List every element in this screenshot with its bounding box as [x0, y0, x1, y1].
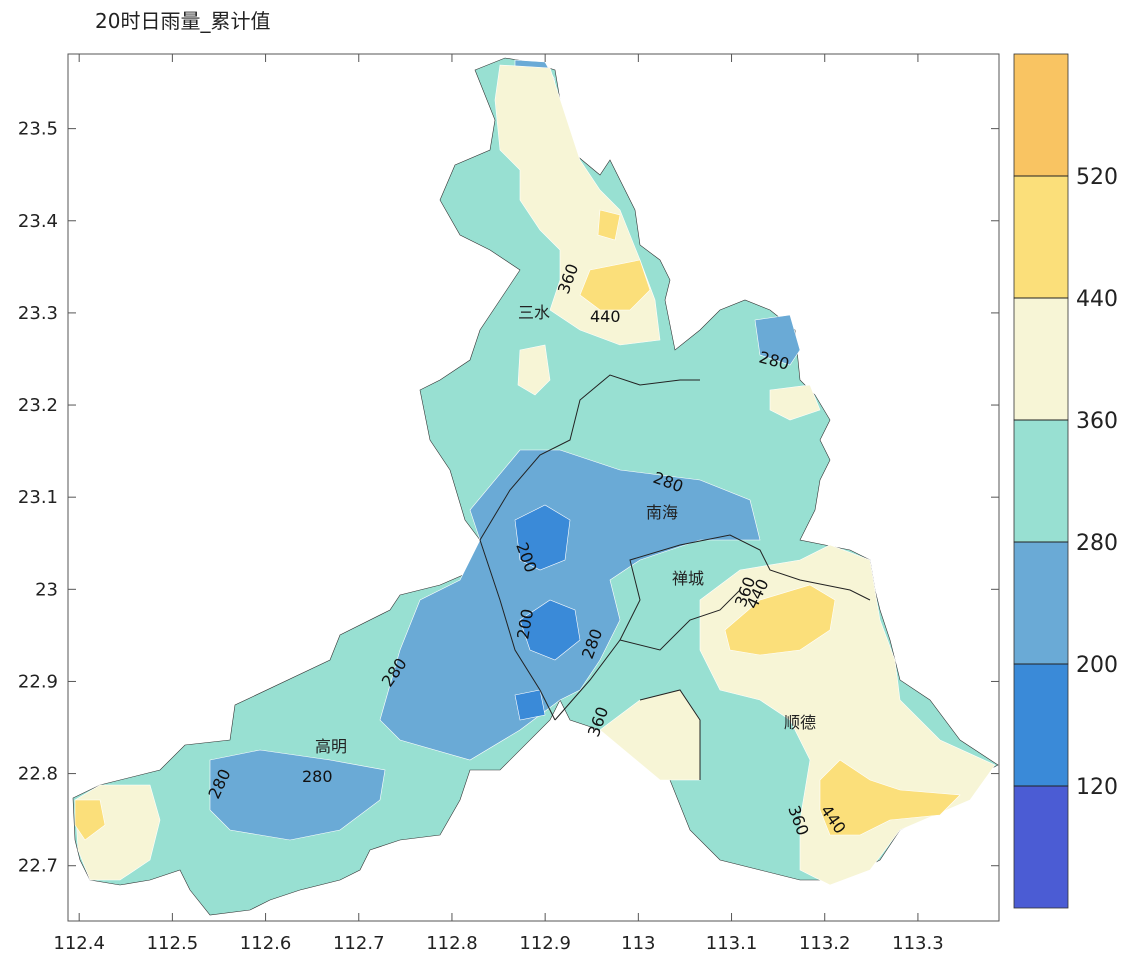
y-tick-label: 22.7	[18, 856, 58, 877]
boundary-line	[639, 689, 701, 780]
colorbar-label: 440	[1076, 287, 1118, 312]
colorbar-label: 360	[1076, 409, 1118, 434]
colorbar-label: 280	[1076, 531, 1118, 556]
colorbar-label: 200	[1076, 653, 1118, 678]
colorbar-label: 520	[1076, 165, 1118, 190]
x-tick-label: 112.7	[333, 933, 385, 954]
y-tick-label: 22.8	[18, 764, 58, 785]
region	[754, 314, 801, 366]
region	[379, 449, 761, 761]
y-tick-label: 22.9	[18, 671, 58, 692]
y-tick-label: 23	[35, 579, 58, 600]
region	[579, 209, 651, 311]
place-name: 三水	[518, 303, 550, 322]
x-tick-label: 113.3	[892, 933, 944, 954]
x-tick-label: 113.1	[706, 933, 758, 954]
colorbar-label: 120	[1076, 775, 1118, 800]
contour-label: 280	[302, 767, 333, 786]
x-tick-label: 113.2	[799, 933, 851, 954]
admin-boundaries	[479, 374, 871, 780]
region	[514, 504, 581, 721]
y-tick-label: 23.2	[18, 395, 58, 416]
colorbar-segment	[1013, 175, 1069, 299]
x-tick-label: 113	[621, 933, 655, 954]
place-name: 南海	[646, 503, 678, 522]
place-name: 禅城	[672, 569, 704, 588]
boundary-line	[554, 534, 871, 721]
boundary-line	[479, 374, 700, 541]
y-tick-label: 23.5	[18, 119, 58, 140]
map-title: 20时日雨量_累计值	[95, 9, 270, 33]
colorbar-segment	[1013, 297, 1069, 421]
contour-label: 440	[590, 307, 621, 326]
region	[819, 759, 961, 836]
region	[517, 344, 821, 421]
map-regions	[72, 57, 999, 916]
place-labels: 三水 南海 禅城 高明 顺德	[315, 303, 816, 756]
colorbar-segment	[1013, 541, 1069, 665]
x-tick-label: 112.5	[147, 933, 199, 954]
x-tick-label: 112.9	[519, 933, 571, 954]
y-tick-label: 23.4	[18, 211, 58, 232]
x-tick-label: 112.4	[53, 933, 105, 954]
colorbar-segment	[1013, 419, 1069, 543]
place-name: 高明	[315, 737, 347, 756]
region	[209, 749, 386, 841]
colorbar-segment	[1013, 53, 1069, 177]
region	[74, 799, 106, 841]
place-name: 顺德	[784, 713, 816, 732]
x-tick-label: 112.6	[240, 933, 292, 954]
boundary-line	[479, 539, 556, 721]
x-tick-label: 112.8	[426, 933, 478, 954]
boundary-line	[619, 589, 741, 651]
colorbar-segment	[1013, 785, 1069, 909]
y-tick-label: 23.3	[18, 303, 58, 324]
region	[724, 584, 836, 656]
colorbar-segment	[1013, 663, 1069, 787]
y-tick-label: 23.1	[18, 487, 58, 508]
